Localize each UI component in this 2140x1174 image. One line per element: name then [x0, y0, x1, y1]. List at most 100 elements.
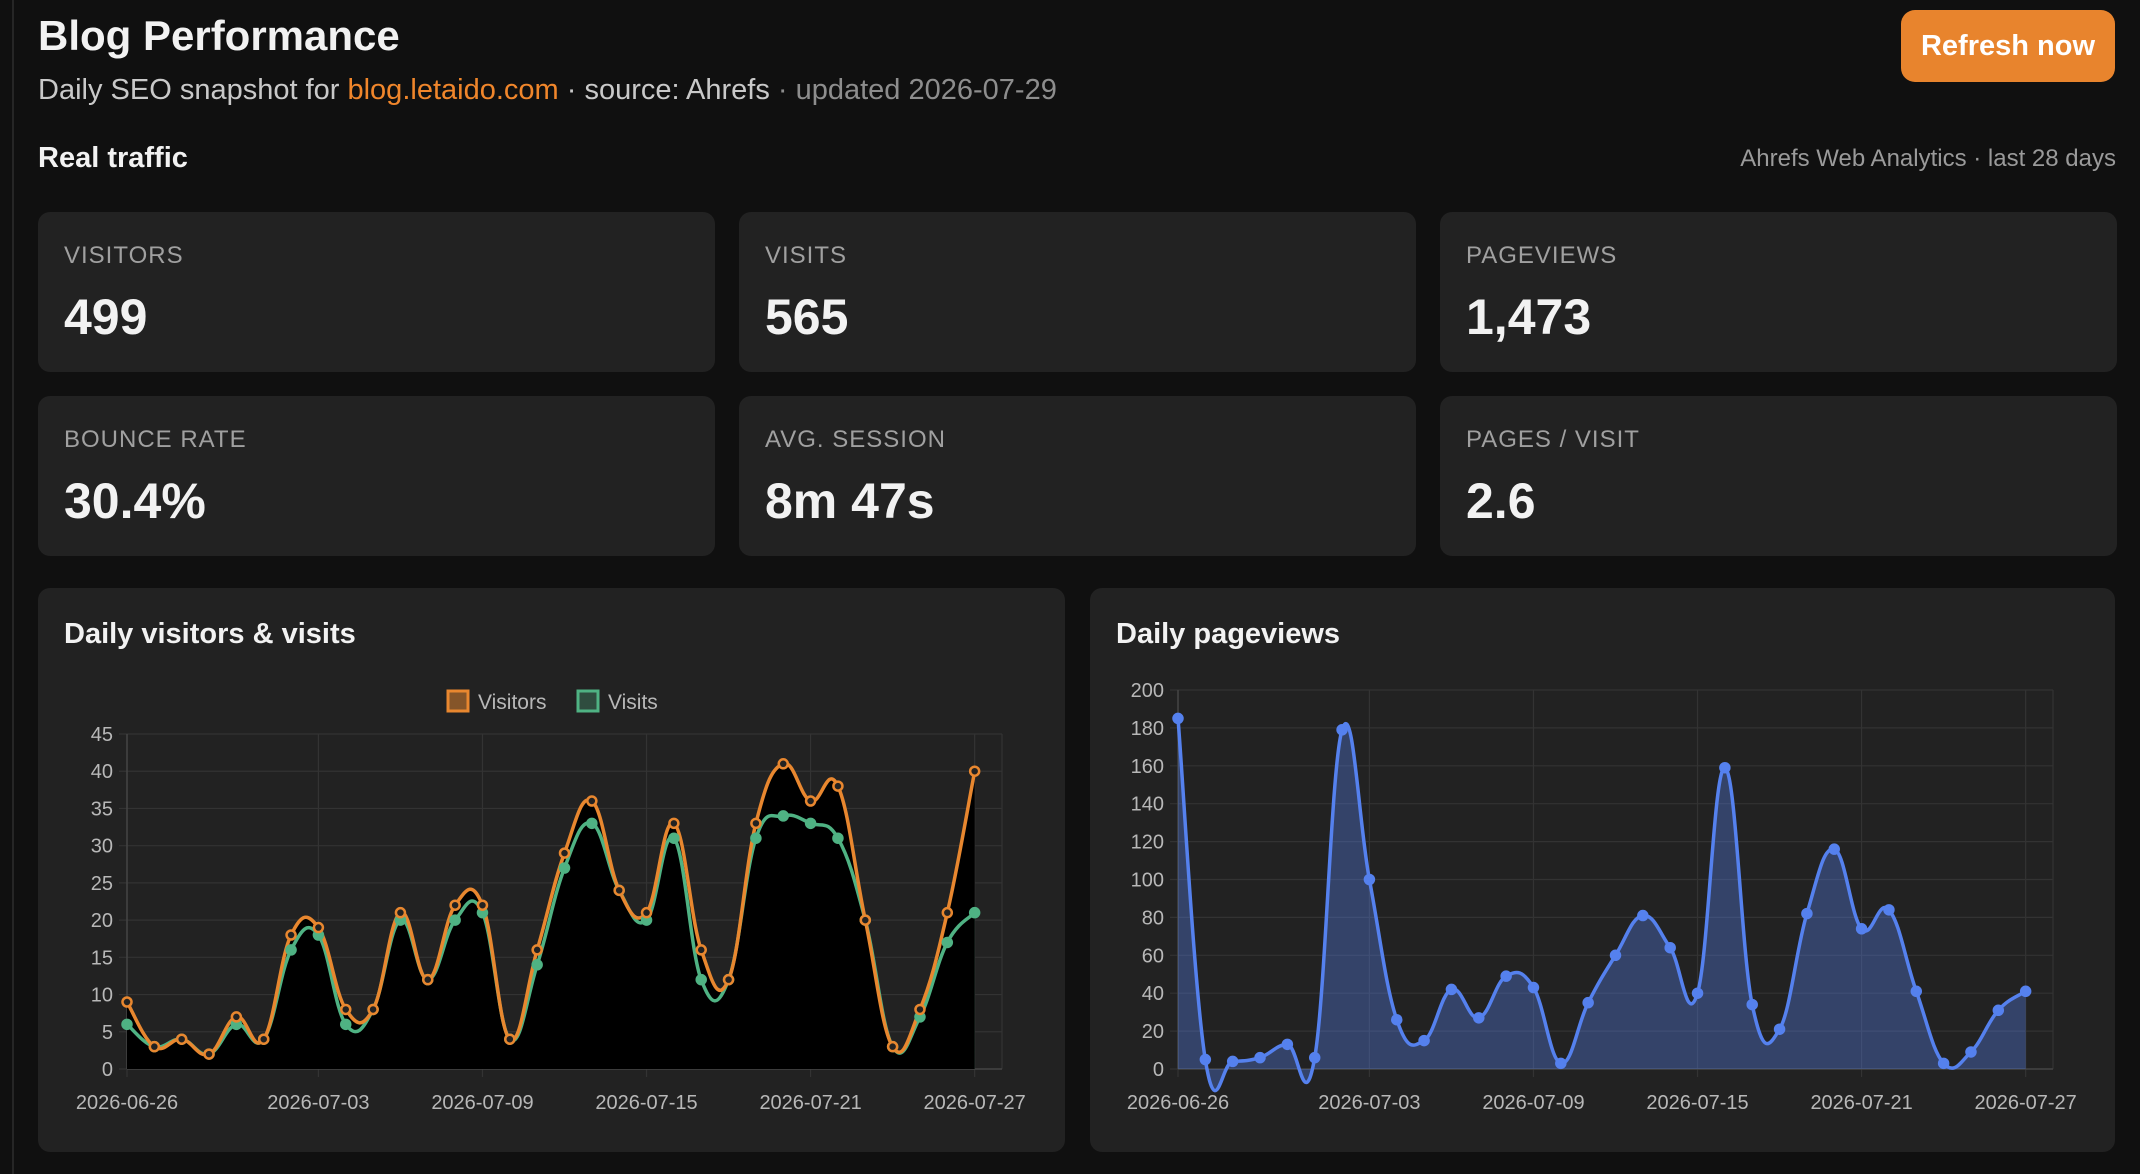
- visitors-point: [175, 1033, 188, 1045]
- visitors-point: [914, 1003, 926, 1016]
- x-tick-label: 2026-07-21: [1810, 1092, 1912, 1114]
- pageviews-point: [1555, 1057, 1567, 1070]
- pageviews-point: [1773, 1023, 1786, 1035]
- page-subtitle: Daily SEO snapshot for blog.letaido.com …: [38, 74, 1057, 107]
- x-tick-label: 2026-06-26: [1127, 1092, 1229, 1114]
- x-tick-label: 2026-06-26: [76, 1092, 178, 1114]
- visitors-point: [531, 944, 543, 956]
- y-tick-label: 60: [1142, 945, 1164, 967]
- visitors-point: [504, 1033, 516, 1045]
- y-tick-label: 160: [1131, 756, 1164, 778]
- stat-card-visitors: VISITORS 499: [38, 212, 715, 372]
- pageviews-point: [1609, 949, 1622, 962]
- y-tick-label: 120: [1131, 832, 1164, 854]
- visitors-point: [148, 1040, 161, 1053]
- stat-value: 8m 47s: [765, 473, 935, 529]
- visitors-point: [886, 1040, 899, 1053]
- visitors-point: [777, 758, 789, 770]
- pageviews-point: [1336, 724, 1348, 736]
- y-tick-label: 0: [1153, 1059, 1164, 1081]
- pageviews-point: [1828, 843, 1840, 855]
- subtitle-prefix: Daily SEO snapshot for: [38, 74, 340, 106]
- y-tick-label: 100: [1131, 870, 1164, 892]
- legend-swatch-visitors: [446, 689, 470, 713]
- visits-point: [695, 973, 707, 986]
- pageviews-point: [2019, 985, 2032, 998]
- pageviews-point: [1801, 907, 1813, 920]
- pageviews-point: [1172, 712, 1184, 725]
- pageviews-point: [1445, 983, 1458, 996]
- y-tick-label: 180: [1131, 718, 1164, 740]
- stat-card-visits: VISITS 565: [739, 212, 1416, 372]
- y-tick-label: 45: [91, 724, 113, 746]
- pageviews-point: [1637, 909, 1649, 922]
- visitors-point: [203, 1048, 215, 1060]
- x-tick-label: 2026-07-09: [1482, 1092, 1584, 1114]
- source-text: · source: Ahrefs: [566, 74, 770, 106]
- stat-card-pageviews: PAGEVIEWS 1,473: [1440, 212, 2117, 372]
- pageviews-point: [1937, 1057, 1950, 1070]
- visitors-point: [476, 899, 489, 911]
- x-tick-label: 2026-07-15: [1646, 1092, 1748, 1114]
- stat-card-avg-session: AVG. SESSION 8m 47s: [739, 396, 1416, 556]
- y-tick-label: 20: [1142, 1021, 1164, 1043]
- stat-label: PAGES / VISIT: [1466, 426, 1640, 453]
- pageviews-point: [1719, 761, 1731, 774]
- visits-point: [340, 1018, 352, 1031]
- pageviews-point: [1418, 1034, 1430, 1047]
- pageviews-point: [1691, 987, 1704, 999]
- visitors-point: [257, 1033, 270, 1045]
- y-tick-label: 40: [1142, 983, 1164, 1005]
- pageviews-point: [1992, 1004, 2005, 1017]
- pageviews-point: [1254, 1051, 1266, 1064]
- x-tick-label: 2026-07-27: [924, 1092, 1026, 1114]
- refresh-button[interactable]: Refresh now: [1901, 10, 2115, 82]
- visitors-line: [125, 762, 977, 1057]
- visitors-point: [722, 973, 735, 986]
- pageviews-point: [1582, 996, 1594, 1009]
- y-tick-label: 140: [1131, 794, 1164, 816]
- y-tick-label: 0: [102, 1059, 113, 1081]
- y-tick-label: 40: [91, 761, 113, 783]
- y-tick-label: 15: [91, 947, 113, 969]
- visitors-visits-chart-card: Daily visitors & visits 0 5 10 15 20 25 30 35 40…: [38, 588, 1065, 1152]
- pageviews-chart: 0 20 40 60 80 100 120 140 160 180 200 2026-06-26 202…: [1127, 680, 2077, 1114]
- pageviews-chart-card: Daily pageviews 0 20 40 60 80 100 120 140 160 180…: [1090, 588, 2115, 1152]
- x-tick-label: 2026-07-03: [1318, 1092, 1420, 1114]
- visits-point: [558, 862, 571, 874]
- pageviews-point: [1910, 985, 1923, 998]
- legend-swatch-visits: [576, 689, 600, 713]
- pageviews-point: [1226, 1055, 1239, 1068]
- stat-value: 30.4%: [64, 473, 206, 529]
- visitors-point: [367, 1003, 379, 1016]
- pageviews-point: [1746, 998, 1758, 1011]
- y-tick-label: 5: [102, 1022, 113, 1044]
- left-rule: [12, 0, 14, 1174]
- section-note: Ahrefs Web Analytics · last 28 days: [1740, 145, 2116, 172]
- stat-value: 565: [765, 289, 849, 345]
- visitors-point: [613, 884, 625, 897]
- chart-title: Daily pageviews: [1116, 618, 1341, 650]
- visits-point: [777, 810, 789, 822]
- pageviews-point: [1473, 1012, 1485, 1024]
- pageviews-point: [1965, 1046, 1977, 1058]
- visits-point: [121, 1018, 133, 1031]
- pageviews-point: [1527, 981, 1540, 994]
- section-title: Real traffic: [38, 142, 188, 174]
- visits-point: [586, 817, 598, 830]
- y-tick-label: 25: [91, 873, 113, 895]
- x-tick-label: 2026-07-15: [595, 1092, 697, 1114]
- visitors-point: [121, 996, 133, 1008]
- site-link[interactable]: blog.letaido.com: [347, 74, 559, 106]
- pageviews-point: [1281, 1038, 1294, 1051]
- chart-title: Daily visitors & visits: [64, 618, 356, 650]
- pageviews-point: [1391, 1013, 1403, 1026]
- pageviews-point: [1199, 1053, 1212, 1066]
- pageviews-point: [1363, 873, 1376, 886]
- y-tick-label: 30: [91, 836, 113, 858]
- visitors-point: [941, 906, 954, 919]
- visits-point: [750, 832, 762, 844]
- legend-label-visits: Visits: [608, 691, 658, 714]
- visitors-point: [340, 1003, 352, 1016]
- x-tick-label: 2026-07-21: [759, 1092, 861, 1114]
